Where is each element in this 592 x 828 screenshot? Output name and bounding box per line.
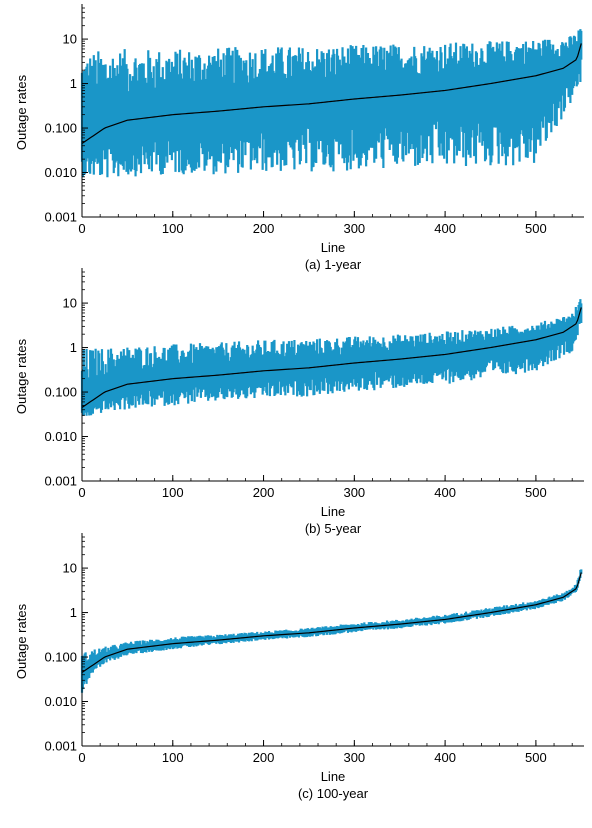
y-tick-label: 1	[70, 76, 77, 91]
y-tick-label: 0.100	[44, 121, 77, 136]
y-tick-label: 0.001	[44, 739, 77, 754]
x-tick-label: 0	[78, 221, 85, 236]
y-tick-label: 0.100	[44, 650, 77, 665]
x-tick-label: 300	[343, 485, 365, 500]
x-tick-label: 500	[525, 221, 547, 236]
x-tick-label: 0	[78, 750, 85, 765]
y-tick-label: 1	[70, 340, 77, 355]
y-axis-label: Outage rates	[14, 603, 29, 679]
y-tick-label: 0.010	[44, 165, 77, 180]
x-tick-label: 400	[434, 485, 456, 500]
x-tick-label: 200	[253, 221, 275, 236]
x-axis-label: Line	[321, 769, 346, 784]
chart-caption: (b) 5-year	[305, 521, 362, 536]
y-tick-label: 1	[70, 605, 77, 620]
median-line	[81, 307, 582, 408]
x-axis-label: Line	[321, 240, 346, 255]
x-tick-label: 200	[253, 485, 275, 500]
x-axis-label: Line	[321, 504, 346, 519]
chart-caption: (a) 1-year	[305, 257, 362, 272]
x-tick-label: 200	[253, 750, 275, 765]
y-tick-label: 10	[63, 32, 77, 47]
series-band	[80, 299, 583, 416]
y-tick-label: 0.100	[44, 385, 77, 400]
series-band	[80, 29, 583, 178]
x-tick-label: 0	[78, 485, 85, 500]
chart-caption: (c) 100-year	[298, 786, 369, 801]
y-axis-label: Outage rates	[14, 338, 29, 414]
y-tick-label: 10	[63, 561, 77, 576]
y-axis-label: Outage rates	[14, 74, 29, 150]
x-tick-label: 500	[525, 750, 547, 765]
y-tick-label: 0.010	[44, 429, 77, 444]
x-tick-label: 300	[343, 221, 365, 236]
x-tick-label: 300	[343, 750, 365, 765]
x-tick-label: 400	[434, 750, 456, 765]
median-line	[81, 572, 582, 673]
y-tick-label: 0.001	[44, 210, 77, 225]
x-tick-label: 400	[434, 221, 456, 236]
y-tick-label: 10	[63, 296, 77, 311]
x-tick-label: 100	[162, 221, 184, 236]
x-tick-label: 100	[162, 485, 184, 500]
series-band-path	[80, 299, 583, 416]
median-line	[81, 43, 582, 144]
y-tick-label: 0.001	[44, 474, 77, 489]
series-band-path	[80, 29, 583, 178]
x-tick-label: 500	[525, 485, 547, 500]
series-band	[80, 569, 583, 693]
y-tick-label: 0.010	[44, 694, 77, 709]
series-band-path	[80, 569, 583, 693]
x-tick-label: 100	[162, 750, 184, 765]
